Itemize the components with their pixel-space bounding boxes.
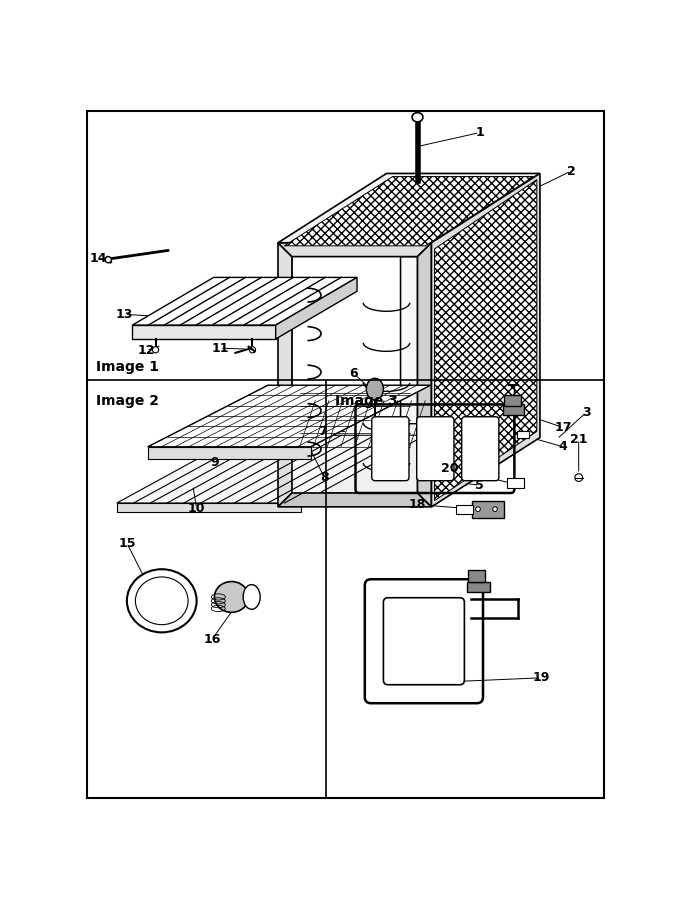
Polygon shape — [148, 385, 431, 446]
FancyBboxPatch shape — [417, 417, 454, 481]
Polygon shape — [132, 325, 276, 339]
Bar — [517, 431, 529, 437]
Text: 21: 21 — [570, 433, 588, 446]
Circle shape — [493, 507, 497, 511]
Bar — [503, 404, 524, 415]
Polygon shape — [132, 277, 357, 325]
Ellipse shape — [214, 581, 249, 612]
Bar — [466, 581, 490, 592]
Bar — [456, 505, 473, 514]
Text: 6: 6 — [350, 367, 359, 380]
Text: 11: 11 — [211, 342, 228, 355]
FancyBboxPatch shape — [372, 417, 409, 481]
Text: Image 3: Image 3 — [335, 394, 398, 409]
Polygon shape — [292, 187, 526, 256]
Polygon shape — [148, 446, 311, 459]
Polygon shape — [400, 187, 526, 424]
Circle shape — [476, 507, 481, 511]
Polygon shape — [278, 493, 431, 507]
Ellipse shape — [412, 112, 423, 122]
Circle shape — [105, 256, 111, 263]
Ellipse shape — [243, 585, 260, 609]
Text: 3: 3 — [582, 406, 591, 419]
Text: 13: 13 — [116, 308, 133, 321]
Bar — [507, 478, 524, 489]
Ellipse shape — [367, 378, 384, 400]
Text: 10: 10 — [188, 502, 206, 515]
Text: Image 2: Image 2 — [96, 394, 159, 409]
Text: Image 1: Image 1 — [96, 360, 159, 374]
Text: 20: 20 — [441, 462, 459, 475]
Polygon shape — [284, 176, 534, 246]
Polygon shape — [292, 187, 400, 493]
Text: 12: 12 — [137, 344, 155, 357]
Polygon shape — [292, 424, 526, 493]
FancyBboxPatch shape — [384, 598, 464, 685]
Bar — [472, 500, 504, 518]
Text: 14: 14 — [90, 252, 107, 266]
Polygon shape — [276, 277, 357, 339]
Polygon shape — [278, 174, 540, 243]
Circle shape — [152, 346, 158, 353]
Text: 4: 4 — [559, 440, 568, 454]
Polygon shape — [278, 243, 292, 507]
Text: 9: 9 — [210, 455, 219, 469]
Text: 16: 16 — [204, 633, 221, 646]
Polygon shape — [435, 180, 537, 500]
FancyBboxPatch shape — [462, 417, 499, 481]
Bar — [504, 395, 522, 406]
Text: 1: 1 — [475, 126, 484, 140]
Text: 18: 18 — [409, 498, 426, 511]
Polygon shape — [117, 436, 425, 503]
Text: 5: 5 — [475, 479, 484, 491]
Polygon shape — [431, 174, 540, 507]
Polygon shape — [417, 187, 526, 493]
Text: 17: 17 — [555, 421, 572, 434]
Polygon shape — [278, 243, 431, 256]
Ellipse shape — [135, 577, 188, 625]
Ellipse shape — [127, 569, 197, 633]
Text: 2: 2 — [567, 165, 576, 177]
Text: 15: 15 — [118, 536, 135, 550]
Polygon shape — [417, 243, 431, 507]
Bar — [468, 570, 485, 582]
Text: 8: 8 — [320, 471, 329, 484]
Circle shape — [575, 473, 582, 482]
Text: 19: 19 — [533, 671, 550, 684]
Text: 7: 7 — [319, 425, 328, 438]
Circle shape — [249, 346, 255, 353]
Polygon shape — [117, 503, 301, 512]
